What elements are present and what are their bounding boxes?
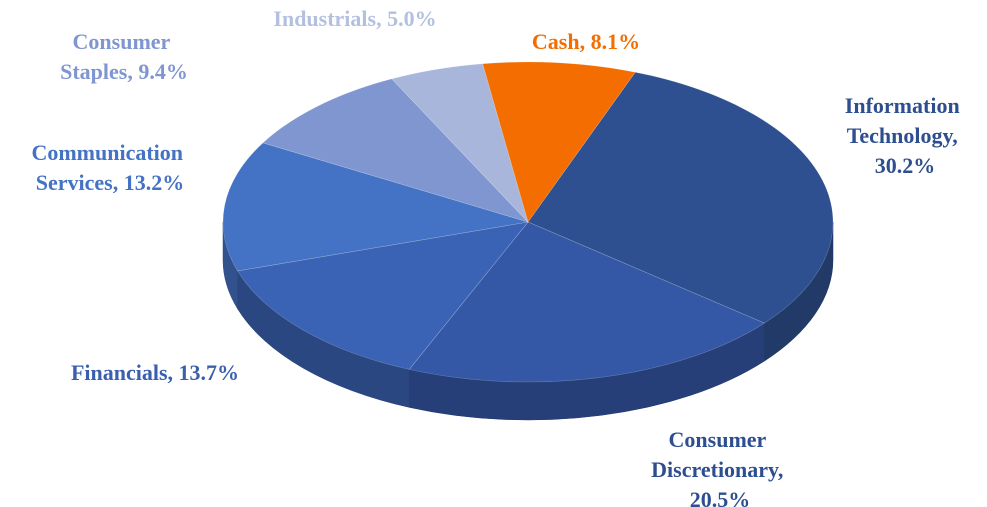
label-line: Discretionary, xyxy=(651,457,789,482)
label-line: Consumer xyxy=(73,29,176,54)
label-line: Technology, xyxy=(847,123,964,148)
data-label: Consumer Staples, 9.4% xyxy=(60,29,188,84)
label-line: 20.5% xyxy=(690,487,751,507)
slice: Financials xyxy=(237,221,529,370)
data-label: Cash, 8.1% xyxy=(532,29,640,54)
slice: Cash xyxy=(482,61,636,223)
slice: Information Technology xyxy=(527,71,834,324)
label-line: Staples, 9.4% xyxy=(60,59,188,84)
data-label: Information Technology, 30.2% xyxy=(845,93,965,178)
label-line: Industrials, 5.0% xyxy=(273,6,436,31)
label-line: Communication xyxy=(31,140,188,165)
data-label: Communication Services, 13.2% xyxy=(31,140,188,195)
label-line: Consumer xyxy=(669,427,772,452)
data-label: Financials, 13.7% xyxy=(71,360,239,385)
pie-tops: Information TechnologyConsumer Discretio… xyxy=(222,61,834,383)
label-line: Cash, 8.1% xyxy=(532,29,640,54)
label-line: Financials, 13.7% xyxy=(71,360,239,385)
data-label: Industrials, 5.0% xyxy=(273,6,436,31)
slice: Industrials xyxy=(391,63,529,223)
slice: Communication Services xyxy=(222,142,529,272)
label-line: Services, 13.2% xyxy=(36,170,184,195)
slice: Consumer Staples xyxy=(262,78,529,223)
label-line: 30.2% xyxy=(875,153,936,178)
label-line: Information xyxy=(845,93,965,118)
data-label: Consumer Discretionary, 20.5% xyxy=(651,427,789,507)
slice: Consumer Discretionary xyxy=(408,221,766,383)
